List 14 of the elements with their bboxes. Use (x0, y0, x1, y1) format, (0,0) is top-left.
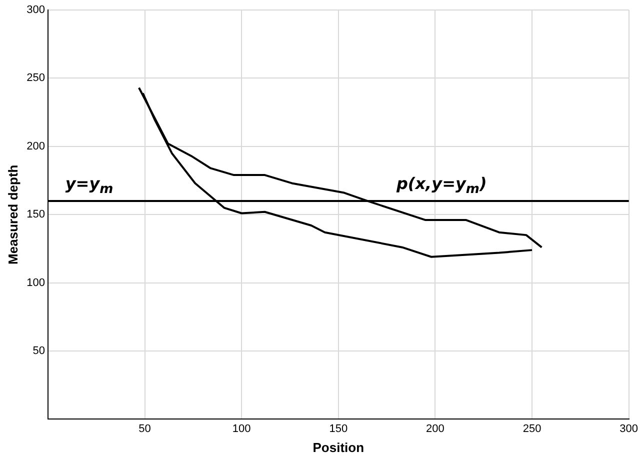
y-tick-label: 150 (26, 208, 45, 221)
y-tick-label: 100 (26, 276, 45, 289)
x-tick-label: 100 (232, 422, 251, 435)
x-tick-label: 300 (620, 422, 638, 435)
x-axis-title: Position (312, 440, 364, 455)
x-tick-label: 50 (138, 422, 151, 435)
x-tick-label: 150 (329, 422, 348, 435)
y-tick-label: 200 (26, 140, 45, 152)
y-tick-label: 250 (26, 72, 45, 84)
y-axis-title: Measured depth (5, 164, 20, 264)
y-tick-label: 50 (32, 345, 45, 358)
y-tick-label: 300 (26, 4, 45, 16)
x-tick-label: 250 (522, 422, 542, 435)
x-tick-label: 200 (426, 422, 444, 435)
